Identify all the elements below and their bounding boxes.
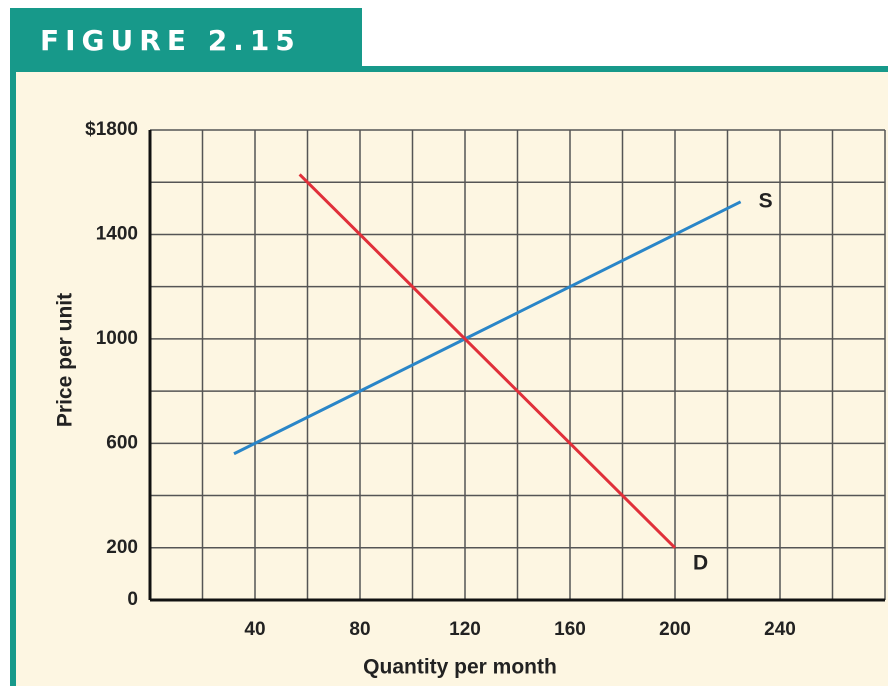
x-tick-label: 200 [659, 619, 691, 640]
y-tick-label: 1000 [96, 328, 138, 349]
series-label: D [693, 551, 708, 574]
y-tick-label: 200 [106, 537, 138, 558]
series-line [298, 173, 677, 549]
x-tick-label: 120 [449, 619, 481, 640]
chart-title: FIGURE 2.15 [40, 24, 301, 57]
left-rule [10, 66, 16, 686]
y-axis-label: Price per unit [54, 293, 77, 427]
x-tick-label: 240 [764, 619, 796, 640]
y-tick-label: 600 [106, 432, 138, 453]
header-rule [10, 66, 888, 72]
series-line [233, 200, 742, 456]
x-tick-label: 80 [349, 619, 370, 640]
x-tick-label: 40 [244, 619, 265, 640]
y-tick-label: $1800 [85, 119, 138, 140]
x-axis-label: Quantity per month [363, 656, 557, 679]
y-tick-label: 0 [127, 589, 138, 610]
plot-background [10, 66, 888, 686]
x-tick-label: 160 [554, 619, 586, 640]
series-label: S [759, 189, 773, 212]
header-tab [10, 8, 362, 70]
y-tick-label: 1400 [96, 223, 138, 244]
